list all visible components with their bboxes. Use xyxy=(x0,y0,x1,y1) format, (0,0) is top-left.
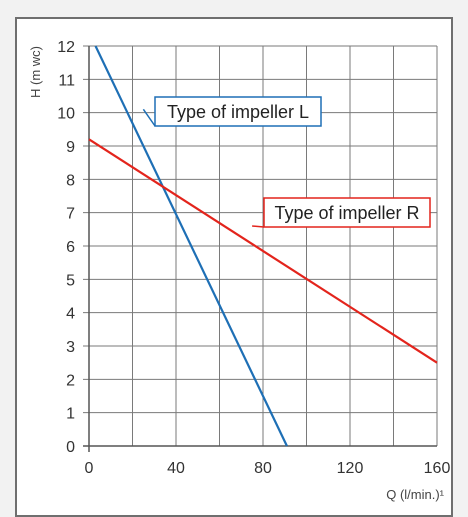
y-tick-label: 11 xyxy=(58,72,75,89)
x-tick-label: 120 xyxy=(337,460,364,477)
y-tick-label: 4 xyxy=(66,306,75,323)
y-tick-label: 9 xyxy=(66,139,75,156)
y-tick-label: 8 xyxy=(66,172,75,189)
x-axis-label: Q (l/min.)¹ xyxy=(386,487,444,502)
x-tick-label: 0 xyxy=(85,460,94,477)
y-axis-label: H (m wc) xyxy=(28,46,43,98)
y-tick-label: 10 xyxy=(57,106,75,123)
y-tick-label: 7 xyxy=(66,206,75,223)
annotation-label: Type of impeller R xyxy=(274,203,419,223)
annotation-leader-line xyxy=(142,108,156,127)
annotation-box xyxy=(154,96,322,127)
x-tick-label: 160 xyxy=(424,460,451,477)
y-tick-label: 0 xyxy=(66,439,75,456)
y-tick-label: 1 xyxy=(66,406,75,423)
annotation-label: Type of impeller L xyxy=(167,102,309,122)
series-line-impeller-r xyxy=(88,138,438,364)
y-tick-label: 12 xyxy=(57,39,75,56)
y-tick-label: 2 xyxy=(66,372,75,389)
x-tick-label: 80 xyxy=(254,460,272,477)
x-tick-label: 40 xyxy=(167,460,185,477)
annotation-box xyxy=(263,197,431,228)
y-tick-label: 6 xyxy=(66,239,75,256)
y-tick-label: 5 xyxy=(66,272,75,289)
annotation-leader-line xyxy=(252,225,265,228)
y-tick-label: 3 xyxy=(66,339,75,356)
series-line-impeller-l xyxy=(94,45,288,447)
